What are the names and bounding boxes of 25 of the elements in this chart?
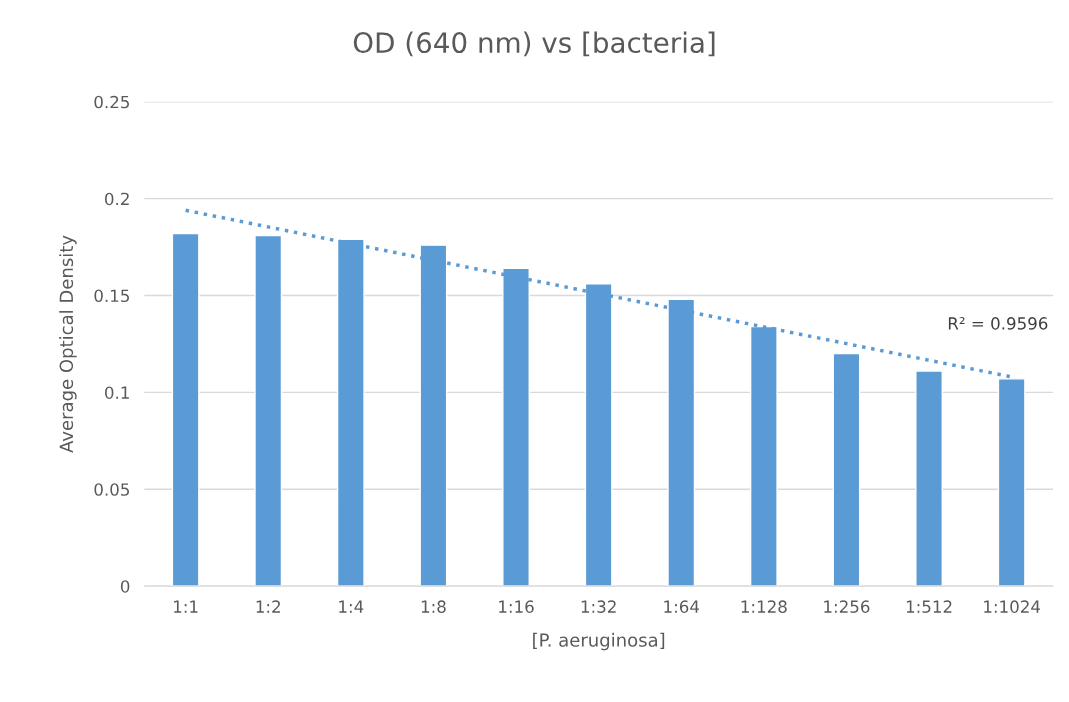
y-tick-label: 0.25 <box>94 95 129 109</box>
y-tick-label: 0.2 <box>105 192 129 206</box>
x-tick-label: 1:512 <box>906 600 952 613</box>
chart-title: OD (640 nm) vs [bacteria] <box>353 31 715 57</box>
x-tick-label: 1:128 <box>741 600 787 613</box>
bar <box>915 370 943 587</box>
y-tick-label: 0.15 <box>94 289 129 303</box>
bar <box>254 234 283 587</box>
x-tick-label: 1:16 <box>499 600 534 613</box>
bar <box>832 352 861 587</box>
bar <box>171 232 200 587</box>
x-tick-label: 1:1024 <box>984 600 1041 613</box>
y-axis-title: Average Optical Density <box>59 235 77 453</box>
x-tick-label: 1:64 <box>664 600 700 613</box>
x-tick-label: 1:8 <box>421 600 446 613</box>
x-axis-title: [P. aeruginosa] <box>533 632 665 651</box>
x-tick-label: 1:256 <box>824 600 870 613</box>
y-tick-label: 0.05 <box>94 483 129 496</box>
y-tick-label: 0.1 <box>105 386 129 399</box>
annotation: R² = 0.9596 <box>948 317 1048 330</box>
y-tick-label: 0 <box>120 580 130 593</box>
x-tick-label: 1:2 <box>256 600 280 613</box>
x-tick-label: 1:4 <box>339 600 364 613</box>
x-tick-label: 1:1 <box>174 600 198 613</box>
x-tick-label: 1:32 <box>581 600 616 613</box>
